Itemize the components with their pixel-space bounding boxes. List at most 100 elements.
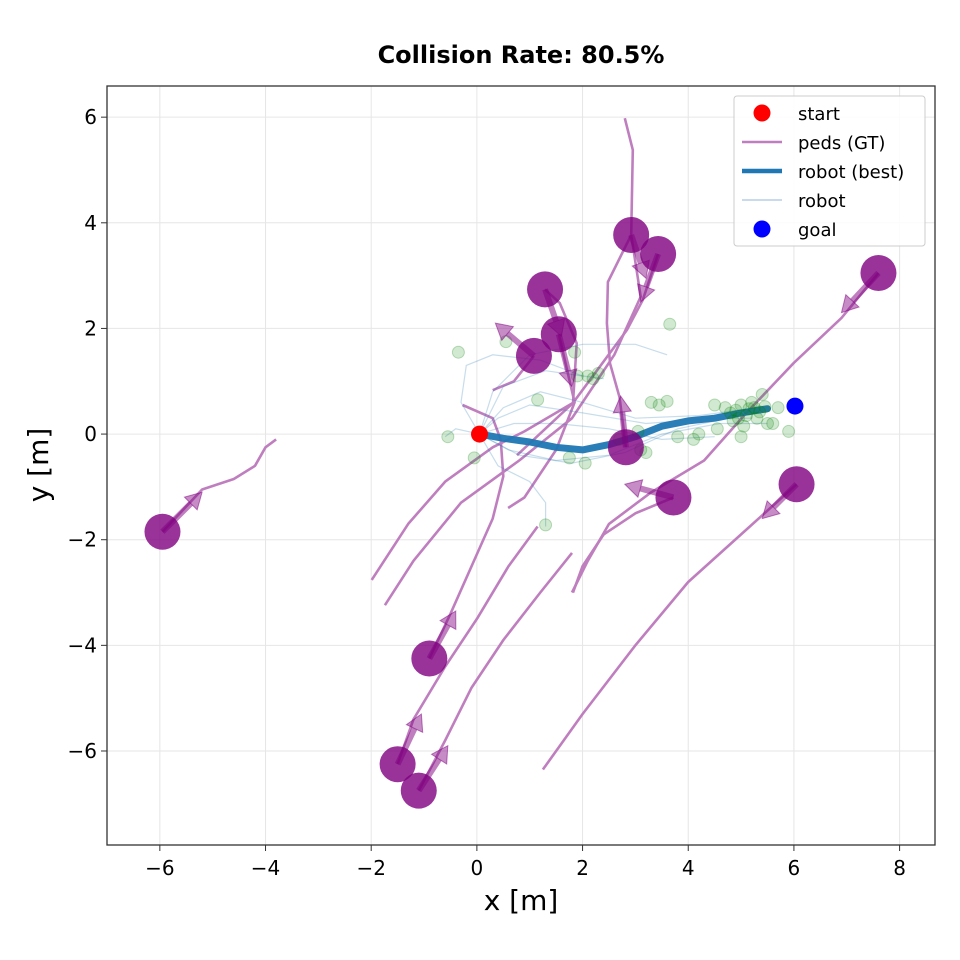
velocity-arrow-head [183,491,203,511]
sample-endpoint [724,406,738,420]
sample-endpoint [718,401,732,415]
ped-trail [370,288,579,581]
velocity-arrow-shaft [555,333,571,372]
robot-sample-path [478,370,583,435]
sample-endpoint [753,405,767,419]
y-tick-label: 4 [84,211,97,235]
sample-endpoint [578,456,592,470]
legend: start peds (GT) robot (best) robot goal [733,95,926,247]
sample-endpoint [467,451,481,465]
sample-endpoint [758,400,772,414]
ped-trail [428,403,505,660]
velocity-arrow-head [494,322,515,342]
velocity-arrow-shaft [426,623,451,661]
y-axis-label: y [m] [22,428,55,503]
sample-endpoint [451,345,465,359]
velocity-arrow-shaft [643,252,661,289]
y-tick-label: −4 [68,633,97,657]
velocity-arrow-shaft [619,411,629,448]
sample-endpoint [531,393,545,407]
sample-endpoint [710,422,724,436]
robot-sample-path [478,433,547,527]
sample-endpoint [692,427,706,441]
sample-endpoint [562,451,576,465]
x-tick-label: 0 [471,856,484,880]
sample-endpoint [687,432,701,446]
velocity-arrow-shaft [416,757,442,793]
x-tick-label: 4 [682,856,695,880]
ticks: −6 −4 −2 0 2 4 6 8 −6 −4 −2 0 2 4 6 [68,105,906,880]
sample-endpoint [581,369,595,383]
sample-endpoint [568,345,582,359]
y-tick-label: −2 [68,528,97,552]
sample-endpoint [747,401,761,415]
legend-box [733,95,926,247]
sample-endpoint [652,398,666,412]
velocity-arrow-shaft [394,727,418,766]
x-tick-label: 8 [893,856,906,880]
robot-sample-path [460,354,604,435]
sample-endpoint [750,411,764,425]
velocity-arrow-head [558,368,578,388]
robot-samples [444,343,768,527]
velocity-arrow-head [623,479,644,499]
velocity-arrow-shaft [542,288,559,323]
sample-endpoint [742,402,756,416]
ped-trail [605,117,635,448]
sample-endpoint [539,518,553,532]
legend-label: goal [798,220,836,241]
velocity-arrow-shaft [850,270,881,303]
velocity-arrow-head [439,610,457,631]
start-goal-markers [471,397,804,443]
pedestrian [640,235,677,272]
velocity-arrow-shaft [628,233,644,265]
y-tick-label: 2 [84,316,97,340]
goal-marker [786,397,804,415]
start-marker [471,425,489,443]
ped-trail [571,496,674,593]
velocity-arrow-head [761,499,781,520]
legend-marker [753,220,771,238]
sample-endpoint [441,430,455,444]
velocity-arrow-shaft [160,501,193,534]
robot-sample-path [479,391,757,435]
robot-sample-path [479,422,715,441]
sample-endpoint [755,387,769,401]
sample-endpoint [644,395,658,409]
x-tick-label: 2 [576,856,589,880]
pedestrians [144,216,897,809]
robot-sample-path [479,415,742,464]
legend-label: robot [798,191,846,212]
velocity-arrow-head [430,744,449,765]
sample-endpoint [782,424,796,438]
velocity-arrow-shaft [639,485,675,501]
sample-endpoint [737,419,751,433]
chart-title: Collision Rate: 80.5% [378,41,665,69]
x-tick-label: −6 [145,856,174,880]
plot-frame [106,85,936,846]
ped-trail [161,438,277,533]
velocity-arrow-shaft [505,331,536,359]
sample-endpoint [660,394,674,408]
velocity-arrow-head [405,713,424,734]
ped-trail [417,552,574,792]
y-tick-label: 0 [84,422,97,446]
ped-trail [383,234,643,606]
velocity-arrow-head [840,293,860,314]
sample-endpoint [729,403,743,417]
sample-endpoint [766,417,780,431]
sample-endpoint [734,430,748,444]
x-axis-label: x [m] [484,884,559,917]
sample-endpoints [441,317,796,532]
sample-endpoint [708,398,722,412]
x-tick-label: 6 [788,856,801,880]
x-tick-label: −4 [251,856,280,880]
legend-label: robot (best) [798,162,904,183]
sample-endpoint [663,317,677,331]
sample-endpoint [591,366,605,380]
x-tick-label: −2 [356,856,385,880]
y-tick-label: −6 [68,739,97,763]
legend-label: start [798,104,840,125]
sample-endpoint [760,417,774,431]
